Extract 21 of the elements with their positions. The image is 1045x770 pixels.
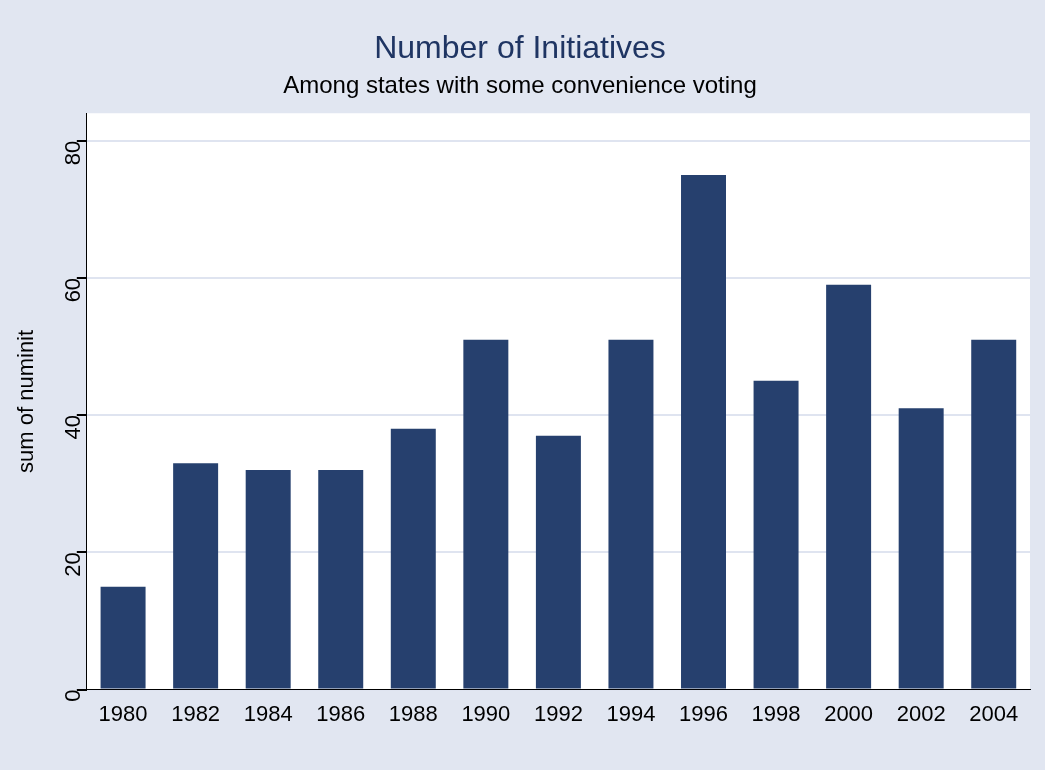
y-tick-label: 20: [59, 552, 85, 577]
chart-title: Number of Initiatives: [374, 29, 666, 66]
y-tick-label: 40: [59, 415, 85, 440]
x-tick-label: 1986: [316, 700, 366, 726]
x-tick-label: 1998: [751, 700, 801, 726]
x-tick-label: 1988: [388, 700, 438, 726]
x-tick-label: 1982: [171, 700, 221, 726]
x-tick-label: 1980: [98, 700, 148, 726]
x-tick-label: 1984: [243, 700, 293, 726]
x-tick-label: 1990: [461, 700, 511, 726]
x-tick-label: 2000: [824, 700, 874, 726]
y-tick-label: 60: [59, 277, 85, 303]
x-tick-label: 1992: [533, 700, 583, 726]
x-tick-label: 1994: [606, 700, 656, 726]
y-tick-label: 0: [59, 689, 85, 702]
x-tick-label: 2002: [896, 700, 946, 726]
chart-subtitle: Among states with some convenience voting: [283, 71, 757, 99]
x-tick-label: 2004: [969, 700, 1019, 726]
y-axis-title: sum of numinit: [13, 329, 39, 473]
x-tick-label: 1996: [679, 700, 728, 726]
y-tick-label: 80: [59, 140, 85, 166]
